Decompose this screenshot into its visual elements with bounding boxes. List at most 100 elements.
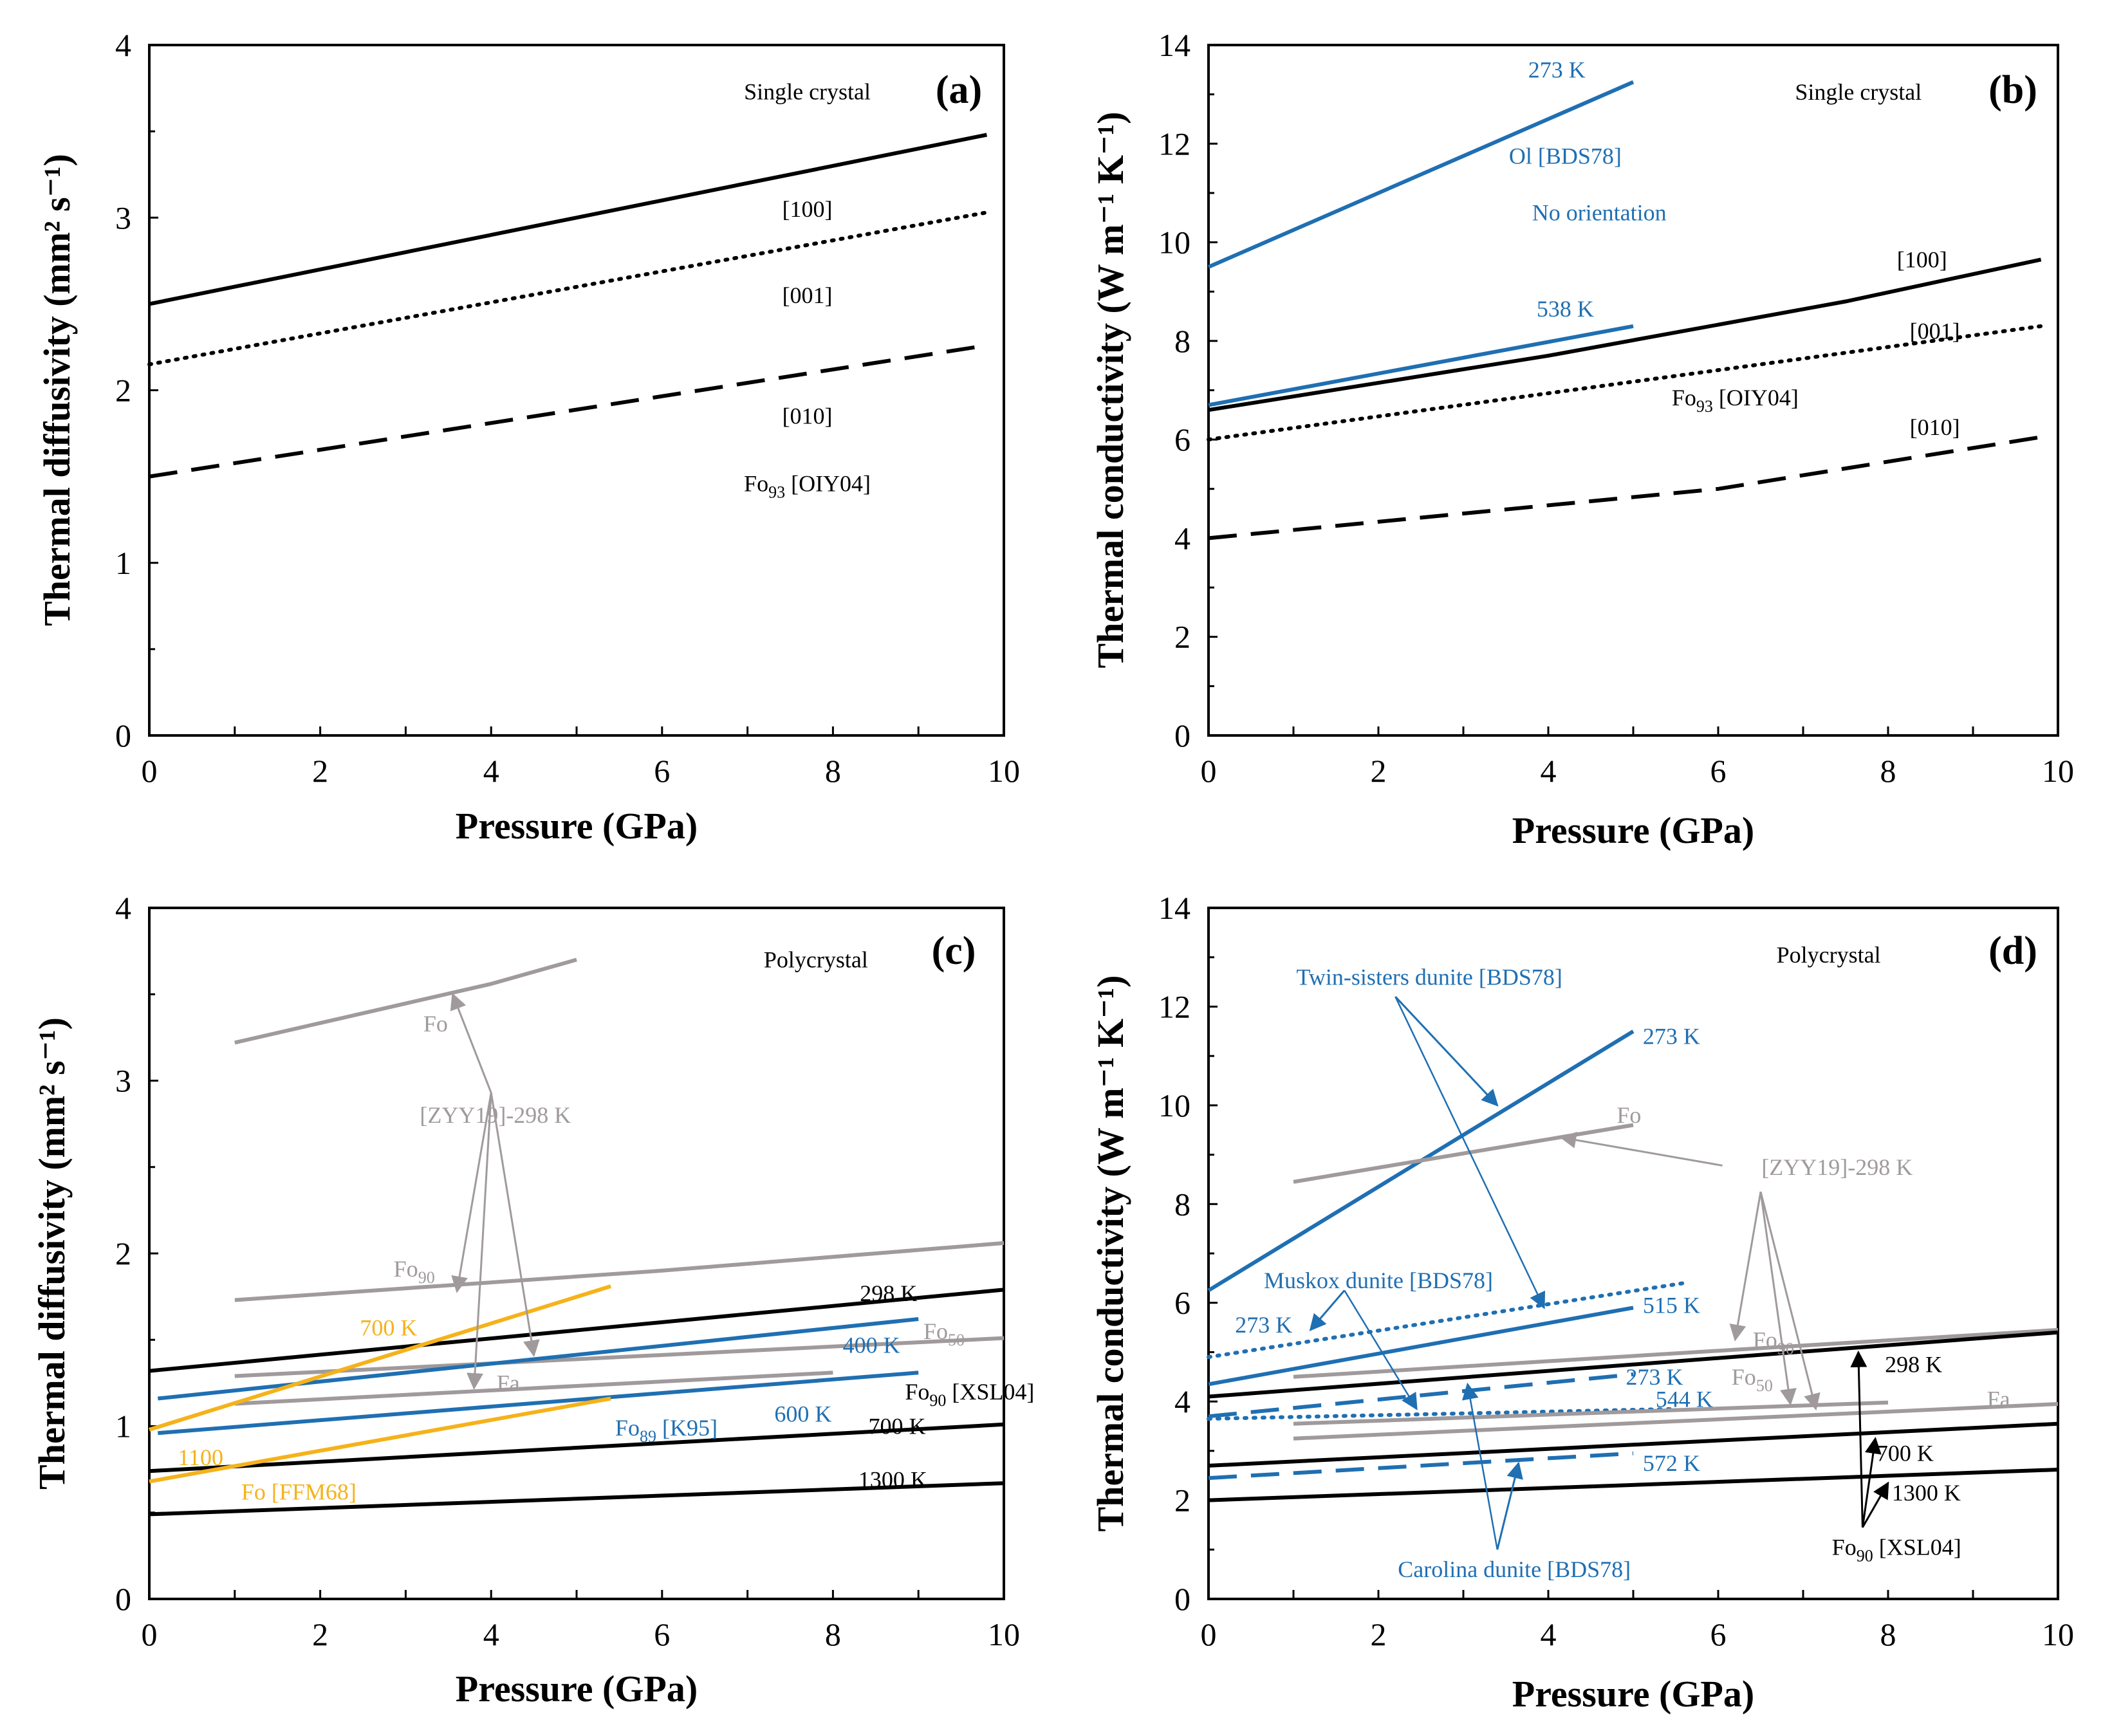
x-tick-label: 4 <box>483 1616 499 1652</box>
annotation-label: 1300 K <box>858 1467 927 1493</box>
y-tick-label: 0 <box>1174 717 1190 753</box>
annotation-label: Single crystal <box>1795 79 1922 105</box>
annotation-label: Single crystal <box>744 78 871 104</box>
y-tick-label: 1 <box>115 545 131 581</box>
series-line: [100] <box>1208 257 2042 412</box>
annotation-label: 273 K <box>1528 57 1586 82</box>
y-tick-label: 0 <box>115 1581 131 1617</box>
x-tick-label: 0 <box>142 1616 158 1652</box>
annotation-label: Carolina dunite [BDS78] <box>1398 1556 1631 1582</box>
x-tick-label: 10 <box>988 753 1020 789</box>
panel-letter: (c) <box>932 929 976 973</box>
y-tick-label: 1 <box>115 1408 131 1445</box>
panel-letter: (a) <box>936 68 982 112</box>
arrow-layer <box>450 992 540 1390</box>
annotation-arrow <box>1394 996 1499 1107</box>
annotation-label: [001] <box>1910 319 1960 344</box>
x-tick-label: 10 <box>2042 1616 2074 1652</box>
annotation-arrow <box>451 1093 492 1293</box>
annotation-label: 273 K <box>1643 1023 1700 1049</box>
y-tick-label: 4 <box>1174 520 1190 556</box>
annotation-arrow <box>1559 1131 1723 1167</box>
y-tick-label: 3 <box>115 1063 131 1099</box>
y-tick-label: 4 <box>115 890 131 926</box>
annotation-label: [001] <box>783 282 833 308</box>
series-line: Fo90 [XSL04] 298 K <box>1208 1330 2059 1399</box>
series-line: Fa [ZYY19] 298 K <box>234 1371 833 1406</box>
y-tick-label: 14 <box>1158 27 1190 63</box>
y-tick-label: 2 <box>1174 1482 1190 1519</box>
series-line: Fo90 [XSL04] 700 K <box>1208 1421 2059 1468</box>
x-axis-title: Pressure (GPa) <box>1512 809 1754 851</box>
series-line: [010] <box>1208 435 2042 540</box>
panel-d: 0 2 4 6 8 10 0 2 4 6 8 10 12 14 Twin-sisters dunite [… <box>1089 890 2074 1715</box>
annotation-label: [010] <box>783 403 833 429</box>
y-axis-title: Thermal conductivity (W m⁻¹ K⁻¹) <box>1089 112 1131 669</box>
annotation-label: Twin-sisters dunite [BDS78] <box>1296 964 1562 990</box>
y-tick-label: 4 <box>1174 1383 1190 1419</box>
y-tick-label: 12 <box>1158 125 1190 162</box>
x-tick-label: 8 <box>1880 1616 1896 1652</box>
arrow-layer <box>1309 996 1889 1550</box>
annotation-arrow <box>450 992 492 1093</box>
series-line: Ol 273 K <box>1207 80 1635 269</box>
y-tick-label: 14 <box>1158 890 1190 926</box>
annotation-arrow <box>1759 1191 1820 1411</box>
annotation-label: 572 K <box>1643 1450 1700 1476</box>
x-tick-label: 8 <box>825 1616 841 1652</box>
annotation-arrow <box>1861 1437 1882 1528</box>
annotation-label: 400 K <box>843 1332 900 1358</box>
x-tick-label: 2 <box>1371 1616 1387 1652</box>
x-axis-title: Pressure (GPa) <box>456 805 698 847</box>
annotation-arrow <box>1496 1461 1523 1550</box>
panel-letter: (d) <box>1988 929 2037 973</box>
y-tick-label: 6 <box>1174 1285 1190 1321</box>
x-tick-label: 6 <box>1710 1616 1727 1652</box>
series-line: Fo90 [XSL04] 1300 K <box>149 1481 1005 1517</box>
annotation-label: 538 K <box>1537 296 1594 322</box>
y-tick-label: 0 <box>115 717 131 753</box>
x-tick-label: 6 <box>654 1616 670 1652</box>
annotation-label: Fo93 [OIY04] <box>744 470 871 501</box>
series-line: Fo50 [ZYY19] 298 K <box>234 1336 1005 1378</box>
x-axis-title: Pressure (GPa) <box>456 1668 698 1710</box>
x-tick-label: 0 <box>1201 753 1217 789</box>
y-tick-label: 12 <box>1158 988 1190 1024</box>
annotation-arrow <box>1344 1289 1418 1410</box>
x-tick-label: 10 <box>988 1616 1020 1652</box>
series-line: Carolina dunite [BDS78] 572 K <box>1208 1451 1634 1481</box>
series-line: [100] <box>149 133 987 306</box>
annotation-arrow <box>1850 1350 1867 1528</box>
x-tick-label: 2 <box>312 753 328 789</box>
annotation-label: Fo89 [K95] <box>615 1415 718 1446</box>
annotation-label: 298 K <box>1885 1352 1942 1378</box>
y-tick-label: 2 <box>1174 619 1190 655</box>
annotation-arrow <box>1461 1382 1499 1550</box>
x-tick-label: 4 <box>483 753 499 789</box>
panel-letter: (b) <box>1988 68 2037 112</box>
axis-ticks: 0 2 4 6 8 10 0 1 2 3 4 <box>115 27 1020 789</box>
x-tick-label: 2 <box>1371 753 1387 789</box>
series-line: Muskox dunite [BDS78] 544 K <box>1207 1407 1678 1421</box>
annotation-label: [010] <box>1910 414 1960 440</box>
annotation-label: Ol [BDS78] <box>1509 143 1622 169</box>
annotation-layer: Polycrystal Fo [ZYY19]-298 K Fo90 298 K 700 K… <box>178 947 1034 1505</box>
annotation-label: Fa <box>497 1370 520 1396</box>
annotation-arrow <box>1394 996 1546 1309</box>
annotation-label: Polycrystal <box>764 947 868 973</box>
axis-ticks: 0 2 4 6 8 10 0 2 4 6 8 10 12 14 <box>1158 890 2074 1652</box>
x-tick-label: 10 <box>2042 753 2074 789</box>
series-line: Fo90 [XSL04] 298 K <box>149 1288 1005 1373</box>
x-tick-label: 4 <box>1541 1616 1557 1652</box>
annotation-label: No orientation <box>1532 200 1667 226</box>
annotation-label: 1300 K <box>1892 1480 1961 1506</box>
y-tick-label: 10 <box>1158 1087 1190 1123</box>
annotation-label: 273 K <box>1235 1312 1292 1338</box>
annotation-arrow <box>1862 1481 1889 1528</box>
series-line: Fo [FFM68] 700 K <box>149 1284 611 1432</box>
annotation-label: Fo50 <box>1732 1364 1773 1395</box>
annotation-label: [ZYY19]-298 K <box>420 1102 571 1128</box>
annotation-label: 700 K <box>360 1315 417 1340</box>
